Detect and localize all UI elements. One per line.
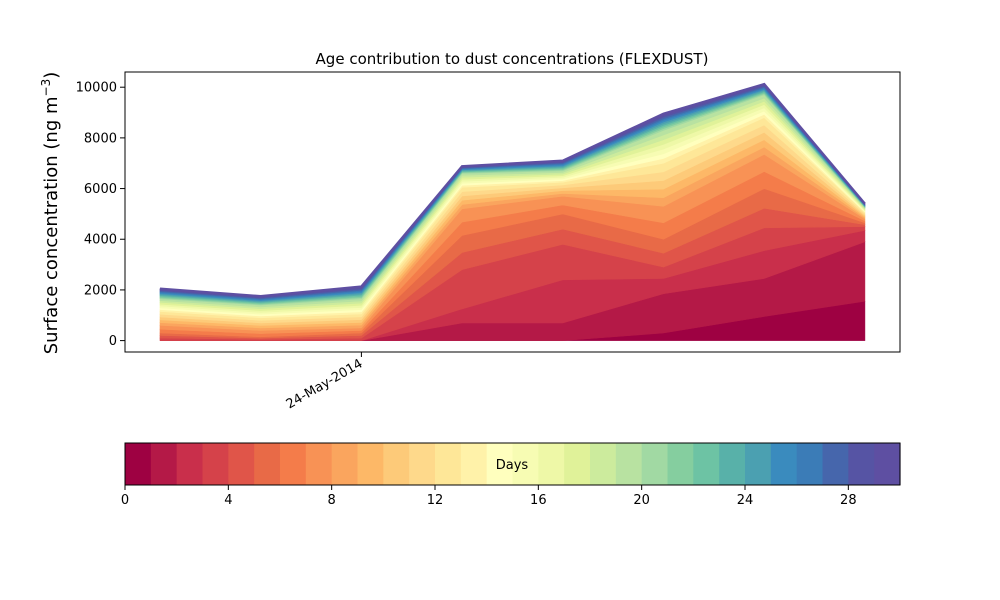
- y-axis-label-suffix: ): [41, 72, 62, 79]
- x-tick-label: 24-May-2014: [284, 356, 366, 412]
- colorbar-bin: [228, 443, 255, 485]
- colorbar-bin: [280, 443, 307, 485]
- colorbar-tick-label: 16: [530, 493, 547, 508]
- total-line: [159, 82, 866, 298]
- x-axis: 24-May-2014: [284, 352, 366, 412]
- colorbar-bin: [331, 443, 359, 485]
- y-axis-label: Surface concentration (ng m−3): [39, 72, 62, 355]
- colorbar-frame: [124, 442, 901, 486]
- y-tick-label: 8000: [84, 131, 117, 146]
- colorbar-tick-label: 28: [840, 493, 857, 508]
- colorbar-label: Days: [496, 458, 529, 473]
- stacked-areas: [159, 82, 866, 341]
- colorbar-bin: [822, 443, 849, 485]
- colorbar-bin: [796, 443, 824, 485]
- colorbar-bin: [745, 443, 772, 485]
- colorbar-bin: [770, 443, 798, 485]
- colorbar-bin: [564, 443, 591, 485]
- colorbar-tick-label: 20: [633, 493, 650, 508]
- colorbar-tick-label: 4: [224, 493, 232, 508]
- colorbar-ticks: 0 4 8 12 16 20 24 28: [121, 485, 857, 508]
- colorbar-bin: [719, 443, 746, 485]
- y-tick-label: 10000: [76, 81, 117, 96]
- colorbar-bin: [305, 443, 333, 485]
- colorbar-bin: [538, 443, 565, 485]
- colorbar-tick-label: 24: [737, 493, 754, 508]
- colorbar-bin: [254, 443, 281, 485]
- y-axis-label-main: Surface concentration (ng m: [41, 96, 62, 354]
- y-tick-label: 0: [109, 334, 117, 349]
- colorbar: [125, 443, 901, 485]
- colorbar-tick-label: 8: [328, 493, 336, 508]
- colorbar-bin: [693, 443, 720, 485]
- colorbar-bin: [486, 443, 514, 485]
- colorbar-bin: [435, 443, 462, 485]
- colorbar-bin: [590, 443, 617, 485]
- colorbar-bin: [641, 443, 669, 485]
- y-axis-label-exponent: −3: [39, 79, 53, 97]
- colorbar-bin: [383, 443, 410, 485]
- y-axis: 0 2000 4000 6000 8000 10000: [76, 81, 125, 349]
- plot-frame: [124, 71, 901, 353]
- colorbar-bin: [848, 443, 875, 485]
- colorbar-tick-label: 0: [121, 493, 129, 508]
- colorbar-bin: [409, 443, 436, 485]
- y-tick-label: 6000: [84, 182, 117, 197]
- colorbar-bin: [176, 443, 204, 485]
- colorbar-bin: [667, 443, 694, 485]
- colorbar-bin: [460, 443, 488, 485]
- colorbar-bin: [357, 443, 384, 485]
- colorbar-bin: [125, 443, 152, 485]
- colorbar-tick-label: 12: [427, 493, 444, 508]
- colorbar-bin: [512, 443, 539, 485]
- y-tick-label: 4000: [84, 233, 117, 248]
- colorbar-bin: [874, 443, 901, 485]
- y-tick-label: 2000: [84, 283, 117, 298]
- colorbar-bin: [150, 443, 178, 485]
- colorbar-bin: [202, 443, 229, 485]
- colorbar-bin: [615, 443, 643, 485]
- chart-title: Age contribution to dust concentrations …: [316, 50, 709, 68]
